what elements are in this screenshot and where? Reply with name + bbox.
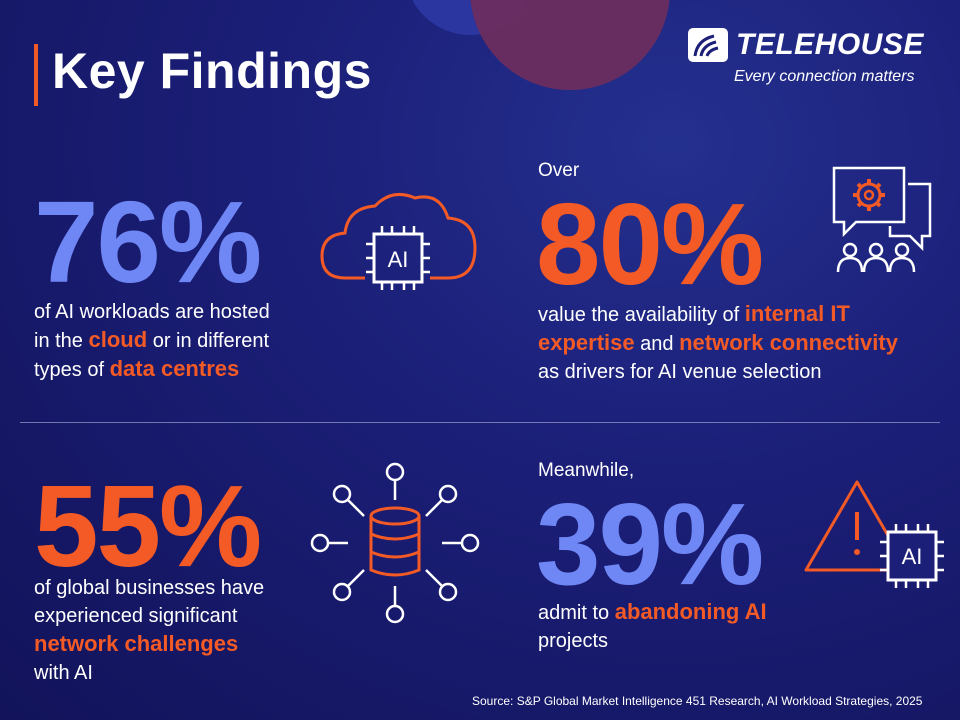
stat-55-percent: 55% [34, 461, 262, 591]
finding-2-prefix: Over [538, 160, 580, 181]
chip-label: AI [388, 247, 409, 272]
finding-4-line1-pre: admit to [538, 602, 615, 624]
decorative-circle-purple [470, 0, 670, 90]
finding-2-line1-pre: value the availability of [538, 304, 745, 326]
finding-2-line3: as drivers for AI venue selection [538, 361, 822, 383]
highlight-data-centres: data centres [109, 356, 240, 381]
finding-1-line1: of AI workloads are hosted [34, 301, 270, 323]
finding-3-line4: with AI [34, 662, 93, 684]
chip-label: AI [902, 544, 923, 569]
finding-2-description: value the availability of internal IT ex… [538, 300, 898, 386]
source-citation: Source: S&P Global Market Intelligence 4… [472, 694, 923, 708]
cloud-ai-chip-icon: AI [320, 192, 477, 290]
finding-4-prefix: Meanwhile, [538, 460, 635, 481]
highlight-network-challenges: network challenges [34, 631, 239, 656]
highlight-abandoning-ai: abandoning AI [614, 599, 767, 624]
finding-1-line2-post: or in different [147, 330, 270, 352]
finding-1-line3-pre: types of [34, 359, 110, 381]
telehouse-logo: TELEHOUSE Every connection matters [688, 28, 938, 88]
stat-39-percent: 39% [536, 479, 764, 609]
section-divider [20, 422, 940, 423]
team-discussion-gear-icon [832, 166, 932, 273]
highlight-network-connectivity: network connectivity [679, 330, 898, 355]
finding-4-description: admit to abandoning AI projects [538, 598, 767, 655]
page-title: Key Findings [52, 43, 372, 99]
finding-3-line1: of global businesses have [34, 577, 265, 599]
finding-1-description: of AI workloads are hosted in the cloud … [34, 298, 270, 384]
stat-80-percent: 80% [536, 179, 764, 309]
finding-2-line2-mid: and [634, 333, 680, 355]
highlight-internal-it: internal IT [744, 301, 850, 326]
finding-1-line2-pre: in the [34, 330, 89, 352]
title-accent-bar [34, 44, 38, 106]
logo-name: TELEHOUSE [736, 28, 924, 61]
warning-ai-chip-icon: AI [804, 480, 944, 588]
database-network-icon [310, 462, 480, 624]
logo-tagline: Every connection matters [734, 68, 915, 85]
finding-3-description: of global businesses have experienced si… [34, 574, 264, 687]
finding-4-line2: projects [538, 630, 609, 652]
stat-76-percent: 76% [34, 177, 262, 307]
finding-3-line2: experienced significant [34, 605, 238, 627]
highlight-cloud: cloud [88, 327, 148, 352]
highlight-expertise: expertise [538, 330, 635, 355]
telehouse-logo-icon [688, 28, 728, 62]
